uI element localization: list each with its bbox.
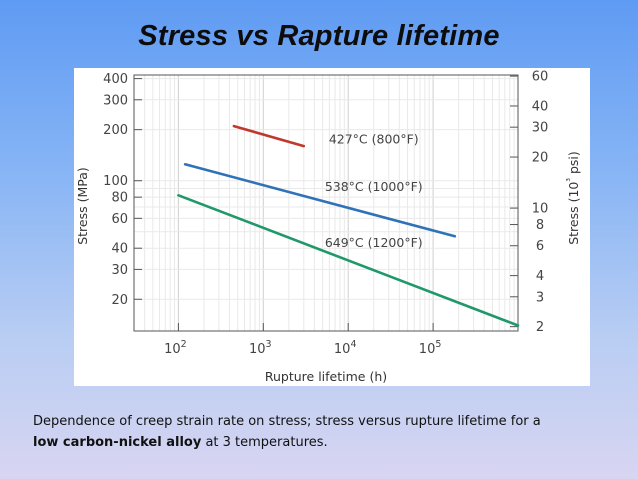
y2-tick-label: 30: [532, 121, 549, 136]
y-axis-label: Stress (MPa): [75, 167, 90, 245]
series-label-2: 649°C (1200°F): [325, 235, 423, 250]
y2-tick-label: 10: [532, 202, 549, 217]
x-tick-label: 104: [334, 339, 357, 357]
series-label-0: 427°C (800°F): [329, 131, 419, 146]
y-tick-label: 80: [111, 191, 128, 206]
series-line-2: [177, 194, 520, 327]
y2-tick-label: 20: [532, 151, 549, 166]
x-tick-label: 105: [419, 339, 442, 357]
axis-ticks: 400 300 200 100 80 60 40 30 20 60 40 30 20 108 6 4 3 2 102…: [103, 70, 548, 357]
y-tick-label: 300: [103, 93, 128, 108]
y2-tick-label: 60: [532, 70, 549, 85]
y-tick-label: 400: [103, 72, 128, 87]
y-tick-label: 20: [111, 293, 128, 308]
y2-tick-label: 8: [536, 218, 544, 233]
y-tick-label: 60: [111, 212, 128, 227]
x-tick-label: 102: [164, 339, 187, 357]
caption: Dependence of creep strain rate on stres…: [33, 411, 613, 453]
series-line-1: [183, 163, 457, 238]
x-tick-label: 103: [249, 339, 272, 357]
series-label-1: 538°C (1000°F): [325, 179, 423, 194]
y2-tick-label: 2: [536, 320, 544, 335]
y2-axis-label: Stress (10³ psi): [566, 151, 581, 245]
y-tick-label: 30: [111, 263, 128, 278]
caption-alloy: low carbon-nickel alloy: [33, 435, 202, 450]
y-tick-label: 40: [111, 242, 128, 257]
y-tick-label: 100: [103, 174, 128, 189]
chart-panel: 400 300 200 100 80 60 40 30 20 60 40 30 20 10 8 6 4 3 2 102…: [74, 68, 590, 386]
plot-frame: [133, 74, 519, 332]
grid: [133, 75, 519, 331]
y2-tick-label: 4: [536, 269, 544, 284]
x-axis-label: Rupture lifetime (h): [265, 369, 387, 384]
y-tick-label: 200: [103, 123, 128, 138]
series-lines: [177, 124, 520, 327]
slide-title: Stress vs Rapture lifetime: [138, 20, 500, 52]
caption-text: Dependence of creep strain rate on stres…: [33, 414, 541, 429]
y2-tick-label: 40: [532, 99, 549, 114]
y2-tick-label: 3: [536, 290, 544, 305]
y2-tick-label: 6: [536, 239, 544, 254]
rupture-lifetime-chart: 400 300 200 100 80 60 40 30 20 60 40 30 20 108 6 4 3 2 102…: [75, 70, 581, 384]
series-line-0: [232, 124, 306, 148]
series-labels: 427°C (800°F) 538°C (1000°F) 649°C (1200°F…: [325, 131, 423, 249]
caption-suffix: at 3 temperatures.: [201, 435, 328, 450]
